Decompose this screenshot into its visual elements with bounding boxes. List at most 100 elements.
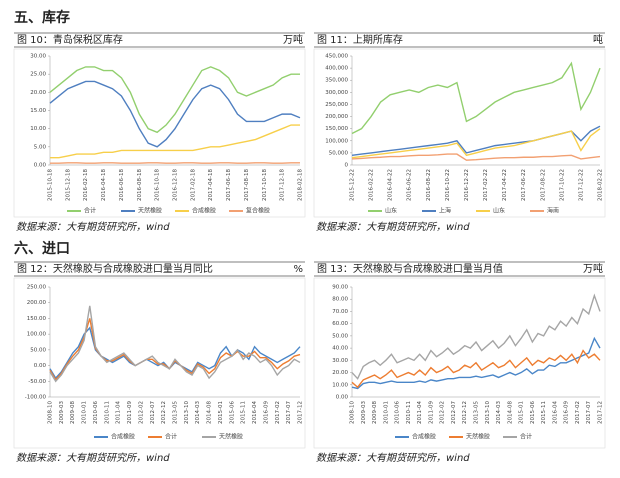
y-tick-label: 200,000 — [325, 114, 348, 120]
x-tick-label: 2011-04 — [417, 401, 423, 424]
y-tick-label: 250.00 — [27, 285, 47, 291]
x-tick-label: 2013-10 — [184, 401, 190, 424]
chart-title: 图 10：青岛保税区库存 — [17, 33, 123, 46]
y-tick-label: 50.00 — [332, 333, 348, 339]
legend-label: 天然橡胶 — [138, 207, 162, 215]
x-tick-label: 2010-01 — [383, 401, 389, 424]
legend-label: 合成橡胶 — [192, 207, 216, 215]
series-line — [50, 124, 300, 159]
series-line — [49, 305, 301, 383]
x-tick-label: 2017-06-18 — [226, 169, 232, 201]
y-tick-label: 80.00 — [332, 297, 348, 303]
series-line — [49, 66, 300, 134]
y-tick-label: 400,000 — [325, 66, 348, 72]
x-tick-label: 2016-08-22 — [426, 169, 432, 201]
x-tick-label: 2015-06 — [530, 401, 536, 424]
x-tick-label: 2016-09 — [263, 401, 269, 424]
y-tick-label: 0 — [345, 163, 349, 169]
x-tick-label: 2015-01 — [218, 401, 224, 424]
source-note: 数据来源：大有期货研究所，wind — [316, 221, 470, 233]
legend-label: 天然橡胶 — [219, 433, 243, 441]
y-tick-label: 300,000 — [325, 90, 348, 96]
x-tick-label: 2009-03 — [361, 401, 367, 424]
chart-title: 图 12：天然橡胶与合成橡胶进口量当月同比 — [17, 262, 213, 275]
x-tick-label: 2010-11 — [406, 401, 412, 424]
y-tick-label: 0.00 — [34, 363, 47, 369]
y-tick-label: -50.00 — [28, 379, 46, 385]
y-tick-label: 30.00 — [30, 54, 46, 60]
y-tick-label: 20.00 — [30, 90, 46, 96]
x-tick-label: 2016-09 — [564, 401, 570, 424]
x-tick-label: 2016-04-18 — [101, 169, 107, 201]
y-tick-label: 15.00 — [30, 108, 46, 114]
x-tick-label: 2011-09 — [127, 401, 133, 424]
y-tick-label: 5.00 — [34, 144, 47, 150]
x-tick-label: 2017-07 — [286, 401, 292, 424]
x-tick-label: 2017-08-22 — [540, 169, 546, 201]
legend-label: 复合橡胶 — [246, 207, 270, 215]
legend-label: 合计 — [84, 207, 96, 215]
x-tick-label: 2008-10 — [350, 401, 356, 424]
y-tick-label: 25.00 — [30, 72, 46, 78]
y-tick-label: 200.00 — [27, 300, 47, 306]
y-tick-label: 450,000 — [325, 54, 348, 60]
x-tick-label: 2017-12-18 — [280, 169, 286, 201]
legend-label: 天然橡胶 — [466, 433, 490, 441]
chart-frame — [13, 48, 306, 218]
x-tick-label: 2014-03 — [496, 401, 502, 424]
x-tick-label: 2018-02-18 — [298, 169, 304, 201]
chart-frame — [13, 277, 306, 449]
y-tick-label: 10.00 — [332, 382, 348, 388]
chart-unit: 吨 — [593, 33, 603, 46]
x-tick-label: 2013-05 — [474, 401, 480, 424]
x-tick-label: 2017-12 — [298, 401, 304, 424]
legend-label: 山东 — [385, 207, 397, 215]
x-tick-label: 2016-10-22 — [445, 169, 451, 201]
y-tick-label: 50,000 — [329, 150, 349, 156]
y-tick-label: 0.00 — [34, 163, 47, 169]
x-tick-label: 2016-08-18 — [137, 169, 143, 201]
source-note: 数据来源：大有期货研究所，wind — [16, 452, 170, 464]
legend-label: 山东 — [493, 207, 505, 215]
x-tick-label: 2012-02 — [440, 401, 446, 424]
x-tick-label: 2010-06 — [395, 401, 401, 424]
series-line — [351, 125, 601, 157]
legend-label: 海南 — [547, 207, 559, 215]
x-tick-label: 2012-07 — [150, 401, 156, 424]
x-tick-label: 2016-04 — [252, 401, 258, 424]
series-line — [351, 349, 601, 389]
x-tick-label: 2017-07 — [586, 401, 592, 424]
x-tick-label: 2016-12-18 — [173, 169, 179, 201]
x-tick-label: 2015-11 — [241, 401, 247, 424]
y-tick-label: 0.00 — [336, 395, 349, 401]
legend-label: 上海 — [439, 207, 451, 215]
y-tick-label: 250,000 — [325, 102, 348, 108]
y-tick-label: 350,000 — [325, 78, 348, 84]
section-heading: 五、库存 — [14, 9, 70, 26]
x-tick-label: 2012-07 — [451, 401, 457, 424]
x-tick-label: 2011-04 — [116, 401, 122, 424]
x-tick-label: 2016-10-18 — [155, 169, 161, 201]
series-line — [49, 80, 301, 148]
chart-frame — [313, 48, 606, 218]
y-tick-label: 150.00 — [27, 316, 47, 322]
x-tick-label: 2017-02 — [575, 401, 581, 424]
series-line — [351, 61, 601, 135]
x-tick-label: 2010-01 — [82, 401, 88, 424]
y-tick-label: 20.00 — [332, 370, 348, 376]
x-tick-label: 2015-12-22 — [350, 169, 356, 201]
y-tick-label: 30.00 — [332, 358, 348, 364]
x-tick-label: 2013-10 — [485, 401, 491, 424]
x-tick-label: 2017-10-18 — [262, 169, 268, 201]
x-tick-label: 2012-12 — [462, 401, 468, 424]
chart-title: 图 13：天然橡胶与合成橡胶进口量当月值 — [317, 262, 503, 275]
x-tick-label: 2011-09 — [428, 401, 434, 424]
x-tick-label: 2018-02-22 — [598, 169, 604, 201]
x-tick-label: 2016-12-22 — [464, 169, 470, 201]
series-line — [49, 326, 301, 380]
x-tick-label: 2015-01 — [519, 401, 525, 424]
x-tick-label: 2014-08 — [207, 401, 213, 424]
x-tick-label: 2016-02-18 — [83, 169, 89, 201]
x-tick-label: 2014-03 — [195, 401, 201, 424]
